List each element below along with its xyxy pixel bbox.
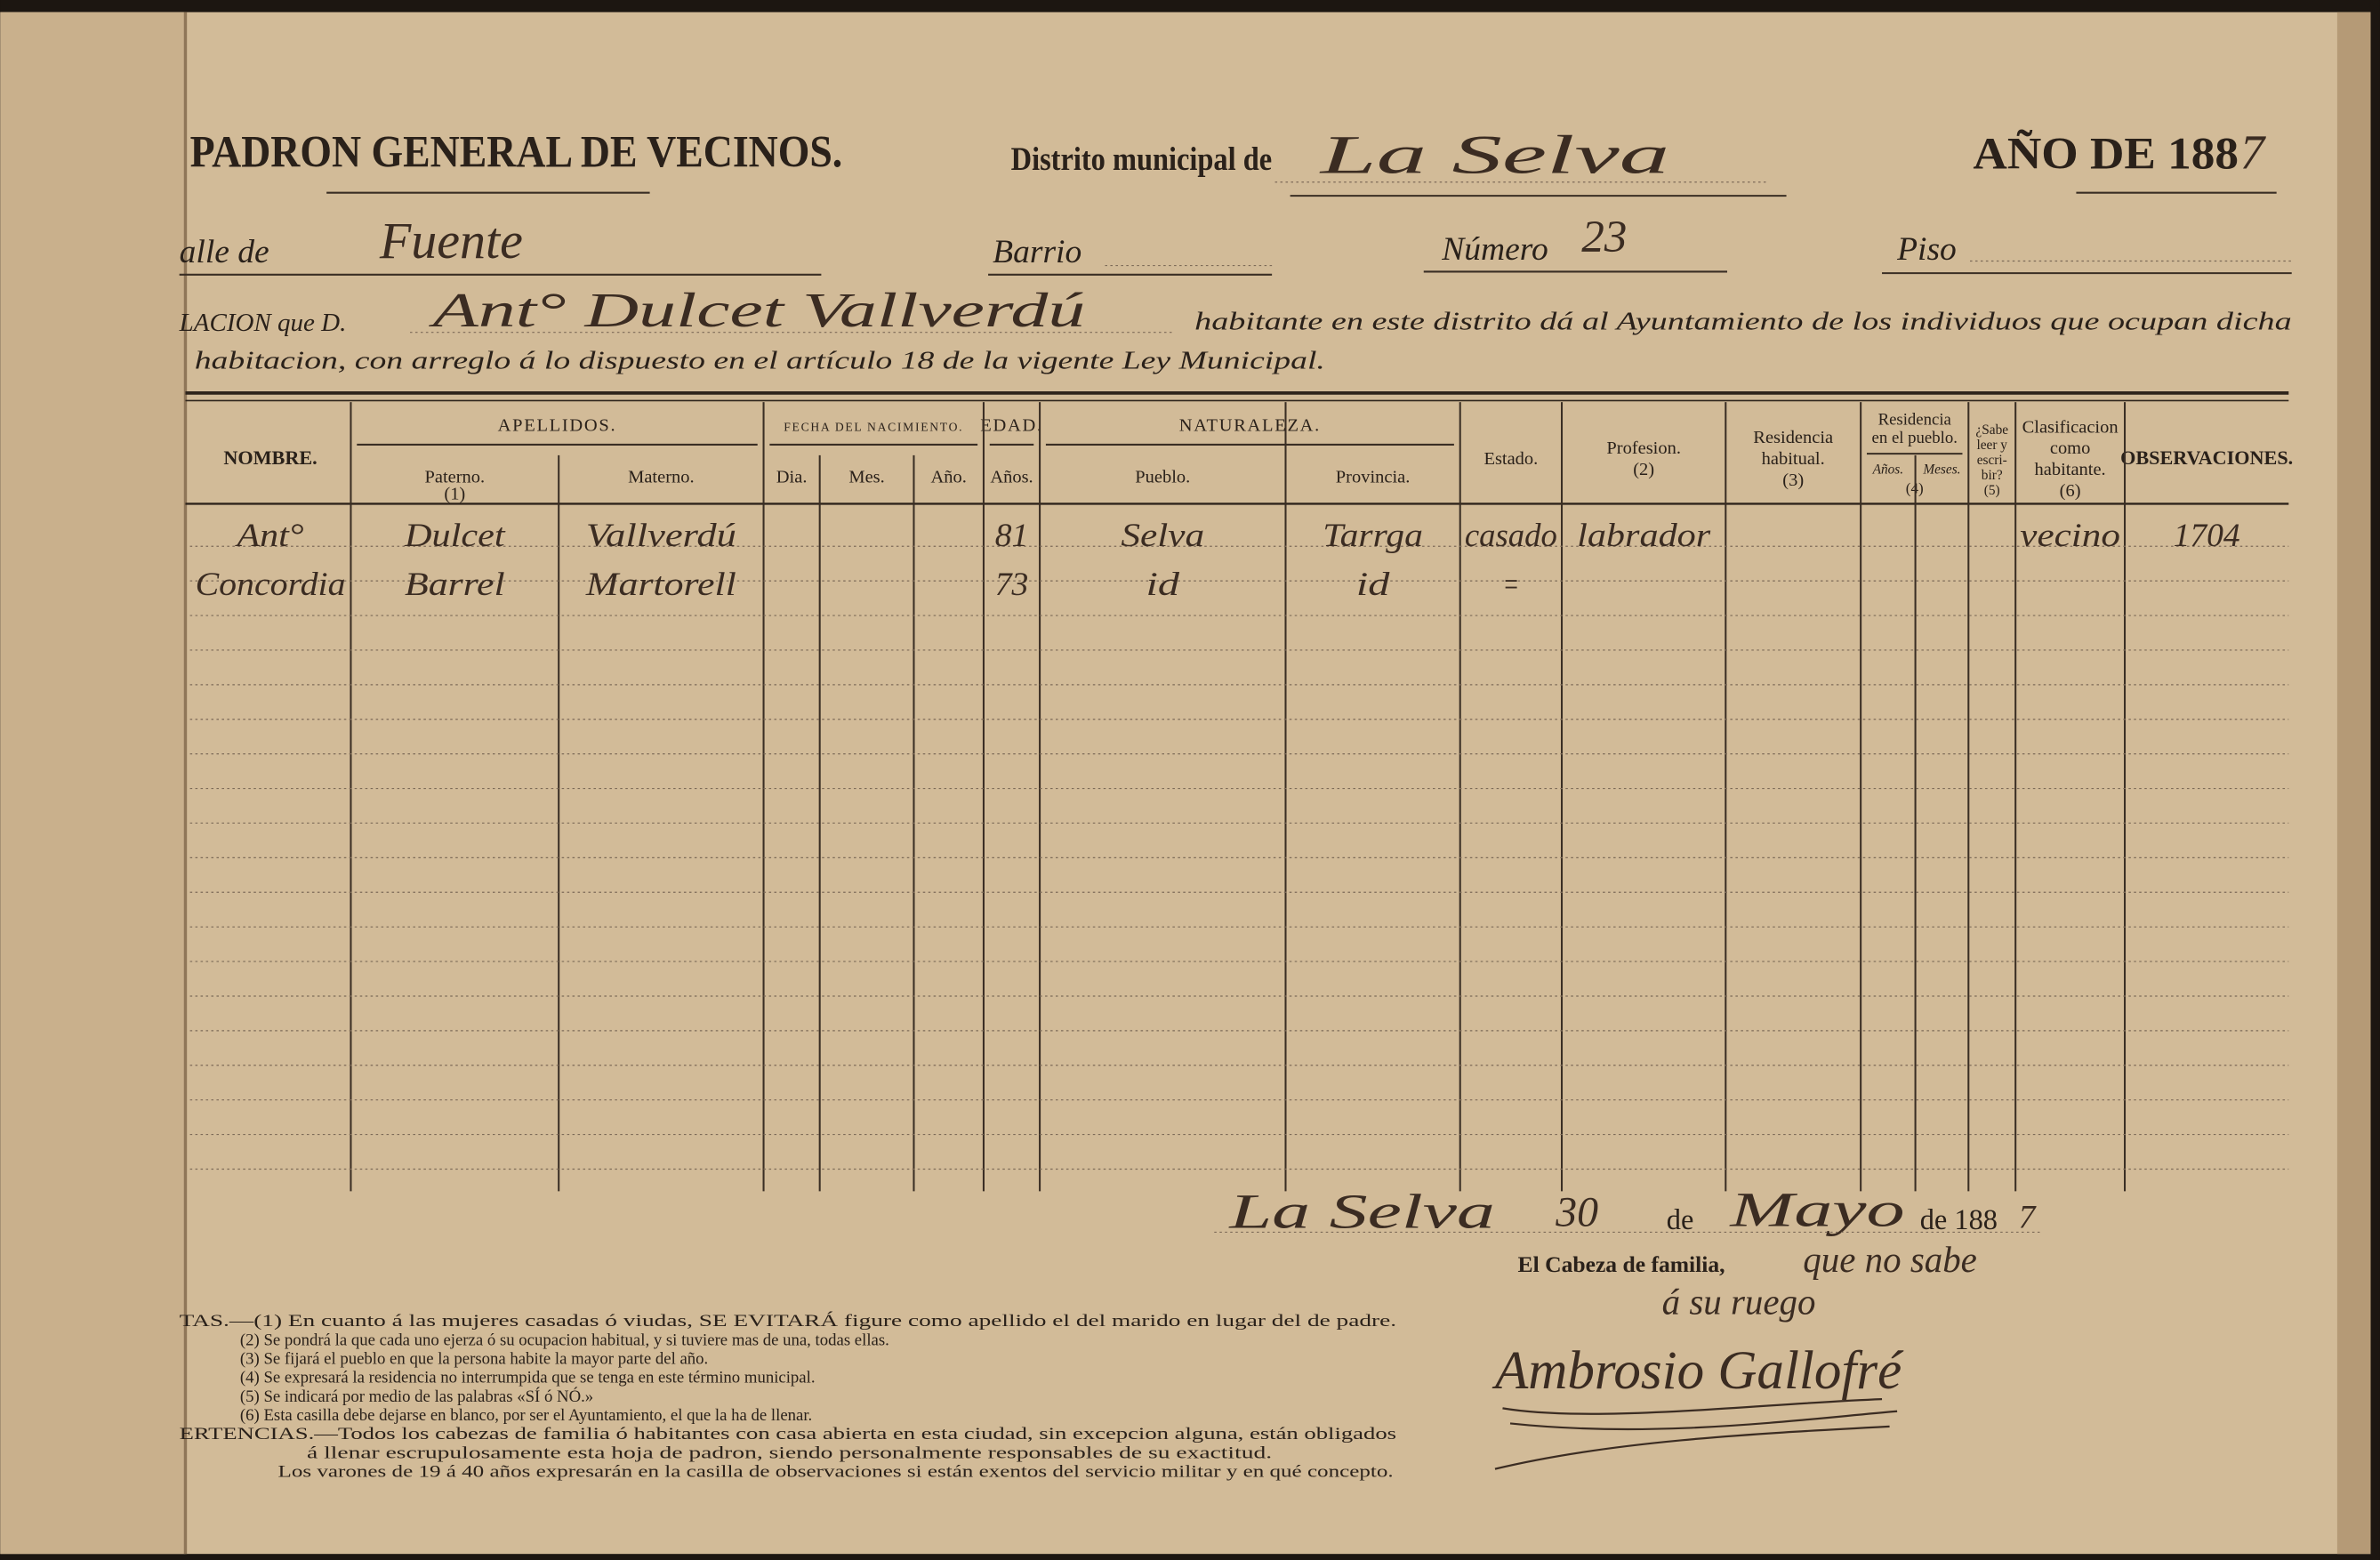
column-label: Meses. <box>1922 462 1960 477</box>
cell-handwritten: 73 <box>995 567 1029 603</box>
cell-handwritten: Vallverdú <box>586 518 736 554</box>
cell-handwritten: Dulcet <box>404 518 507 554</box>
head-note2: á su ruego <box>1662 1283 1816 1323</box>
piso-label: Piso <box>1896 231 1957 268</box>
title: PADRON GENERAL DE VECINOS. <box>190 127 843 178</box>
column-label: OBSERVACIONES. <box>2120 446 2293 469</box>
numero-label: Número <box>1441 231 1548 268</box>
street-handwritten: Fuente <box>379 212 523 269</box>
note-line: ERTENCIAS.—Todos los cabezas de familia … <box>180 1425 1396 1443</box>
note-line: (4) Se expresará la residencia no interr… <box>240 1369 816 1387</box>
column-label: (6) <box>2060 481 2081 501</box>
closing-month: Mayo <box>1729 1183 1905 1237</box>
note-line: (5) Se indicará por medio de las palabra… <box>240 1387 593 1406</box>
table: NOMBRE. APELLIDOS. Paterno.(1) Materno. FECH… <box>189 402 2293 1192</box>
year-digit: 7 <box>2240 125 2267 179</box>
column-label: como <box>2050 438 2090 458</box>
cell-handwritten: Martorell <box>585 567 736 603</box>
note-line: (2) Se pondrá la que cada uno ejerza ó s… <box>240 1331 889 1349</box>
column-label: habitual. <box>1762 449 1825 469</box>
column-label: NOMBRE. <box>223 446 317 469</box>
signature-flourish <box>1494 1398 1898 1470</box>
column-label: leer y <box>1976 438 2007 453</box>
statement-line1: habitante en este distrito dá al Ayuntam… <box>1194 307 2292 335</box>
cell-handwritten: Selva <box>1121 518 1204 554</box>
group-label: NATURALEZA. <box>1179 416 1321 436</box>
left-page-edge <box>0 12 186 1555</box>
column-label: habitante. <box>2035 460 2106 479</box>
column-label: Paterno. <box>425 468 486 487</box>
column-label: Residencia <box>1753 428 1833 447</box>
closing-year-digit: 7 <box>2019 1199 2038 1235</box>
column-label: Años. <box>990 468 1033 487</box>
cell-handwritten: Concordia <box>196 567 346 603</box>
district-label: Distrito municipal de <box>1011 141 1272 178</box>
note-line: TAS.—(1) En cuanto á las mujeres casadas… <box>180 1311 1396 1331</box>
district-handwritten: La Selva <box>1319 125 1669 186</box>
cell-handwritten: Barrel <box>405 567 505 603</box>
cell-handwritten: = <box>1502 567 1519 603</box>
column-label: Estado. <box>1483 449 1538 469</box>
column-label: Dia. <box>776 468 808 487</box>
statement-line2: habitacion, con arreglo á lo dispuesto e… <box>195 347 1325 375</box>
cell-handwritten: vecino <box>2020 518 2120 554</box>
column-label: ¿Sabe <box>1975 422 2008 438</box>
statement-prefix: LACION que D. <box>179 309 347 337</box>
closing-place: La Selva <box>1228 1184 1495 1238</box>
group-label: APELLIDOS. <box>498 416 617 436</box>
column-label: bir? <box>1982 468 2003 483</box>
column-label: Profesion. <box>1606 438 1681 458</box>
closing-year-label: de 188 <box>1920 1204 1998 1236</box>
column-label: Año. <box>931 468 967 487</box>
column-label: Años. <box>1872 462 1904 477</box>
closing-day: 30 <box>1555 1189 1598 1236</box>
head-note1: que no sabe <box>1803 1240 1977 1280</box>
column-label: (2) <box>1633 460 1654 479</box>
head-label: El Cabeza de familia, <box>1518 1251 1725 1277</box>
note-line: Los varones de 19 á 40 años expresarán e… <box>278 1462 1394 1481</box>
note-line: (6) Esta casilla debe dejarse en blanco,… <box>240 1406 812 1425</box>
cell-handwritten: id <box>1146 567 1180 603</box>
note-line: á llenar escrupulosamente esta hoja de p… <box>307 1443 1272 1462</box>
cell-handwritten: Ant° <box>234 518 303 554</box>
group-label: en el pueblo. <box>1872 429 1958 447</box>
cell-handwritten: labrador <box>1577 518 1711 554</box>
closing-de: de <box>1667 1204 1694 1236</box>
column-label: Mes. <box>848 468 884 487</box>
year-label: AÑO DE 188 <box>1973 128 2239 179</box>
column-label: (5) <box>1984 483 2000 498</box>
barrio-label: Barrio <box>993 234 1081 270</box>
column-label: Clasificacion <box>2022 417 2119 437</box>
column-label: Pueblo. <box>1135 468 1190 487</box>
column-label: (3) <box>1782 470 1804 490</box>
group-label: FECHA DEL NACIMIENTO. <box>784 421 963 434</box>
column-label: Materno. <box>628 468 694 487</box>
cell-handwritten: id <box>1356 567 1390 603</box>
group-label: EDAD. <box>980 416 1043 436</box>
signature: Ambrosio Gallofré <box>1492 1340 1904 1401</box>
cell-handwritten: casado <box>1465 518 1557 554</box>
column-label: (1) <box>444 484 465 503</box>
right-edge-shadow <box>2336 12 2371 1555</box>
notes: TAS.—(1) En cuanto á las mujeres casadas… <box>180 1311 1396 1481</box>
cell-handwritten: 81 <box>995 518 1029 554</box>
cell-handwritten: Tarrga <box>1323 518 1423 554</box>
statement-name: Ant° Dulcet Vallverdú <box>429 283 1085 337</box>
column-label: Provincia. <box>1336 468 1411 487</box>
cell-handwritten: 1704 <box>2174 518 2240 554</box>
paper <box>0 12 2371 1555</box>
street-label: alle de <box>180 234 269 270</box>
column-label: escri- <box>1977 453 2007 468</box>
group-label: Residencia <box>1878 411 1952 430</box>
note-line: (3) Se fijará el pueblo en que la person… <box>240 1350 708 1369</box>
numero-handwritten: 23 <box>1581 212 1627 262</box>
